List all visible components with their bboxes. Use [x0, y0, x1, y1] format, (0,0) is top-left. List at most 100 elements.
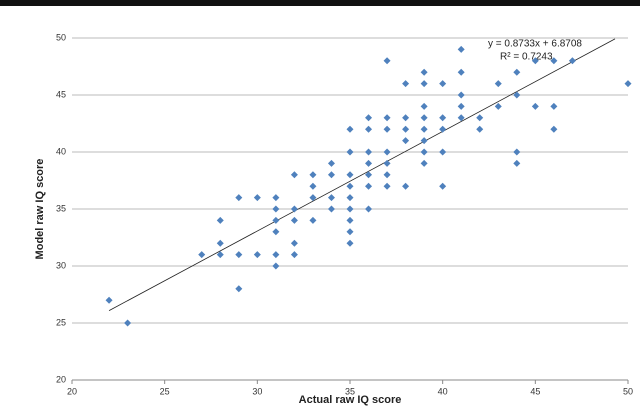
point: [346, 239, 354, 247]
point: [531, 57, 539, 65]
point: [365, 159, 373, 167]
point: [346, 228, 354, 236]
point: [290, 216, 298, 224]
point: [624, 80, 632, 88]
point: [216, 216, 224, 224]
point: [457, 91, 465, 99]
point: [272, 251, 280, 259]
point: [327, 159, 335, 167]
point: [346, 171, 354, 179]
point: [513, 148, 521, 156]
point: [365, 205, 373, 213]
point: [198, 251, 206, 259]
point: [272, 228, 280, 236]
trendline-equation: y = 0.8733x + 6.8708: [488, 39, 582, 50]
point: [420, 148, 428, 156]
point: [365, 182, 373, 190]
point: [402, 80, 410, 88]
point: [272, 262, 280, 270]
y-tick-label: 30: [56, 260, 66, 270]
point: [513, 159, 521, 167]
point: [383, 114, 391, 122]
point: [550, 57, 558, 65]
point: [383, 125, 391, 133]
point: [420, 102, 428, 110]
point: [272, 216, 280, 224]
point: [365, 171, 373, 179]
point: [309, 182, 317, 190]
point: [346, 205, 354, 213]
point: [439, 125, 447, 133]
point: [216, 239, 224, 247]
header-bar: [0, 0, 640, 6]
point: [402, 137, 410, 145]
point: [513, 91, 521, 99]
y-axis-title: Model raw IQ score: [34, 159, 46, 260]
x-tick-label: 35: [345, 386, 355, 396]
point: [550, 102, 558, 110]
point: [439, 148, 447, 156]
x-tick-label: 45: [530, 386, 540, 396]
point: [494, 102, 502, 110]
point: [513, 68, 521, 76]
point: [420, 125, 428, 133]
point: [457, 45, 465, 53]
point: [105, 296, 113, 304]
point: [457, 102, 465, 110]
point: [346, 182, 354, 190]
point: [235, 285, 243, 293]
point: [439, 80, 447, 88]
point: [568, 57, 576, 65]
point: [253, 251, 261, 259]
trendline: [108, 38, 616, 312]
point: [494, 80, 502, 88]
point: [365, 114, 373, 122]
point: [365, 125, 373, 133]
point: [290, 171, 298, 179]
point: [402, 114, 410, 122]
point: [216, 251, 224, 259]
y-tick-label: 35: [56, 203, 66, 213]
point: [327, 194, 335, 202]
point: [290, 239, 298, 247]
point: [272, 205, 280, 213]
y-tick-label: 50: [56, 32, 66, 42]
y-tick-label: 20: [56, 374, 66, 384]
point: [346, 216, 354, 224]
y-tick-label: 25: [56, 317, 66, 327]
point: [531, 102, 539, 110]
r-squared: R² = 0.7243: [500, 52, 553, 63]
point: [383, 159, 391, 167]
point: [420, 137, 428, 145]
x-tick-label: 25: [160, 386, 170, 396]
y-tick-label: 40: [56, 146, 66, 156]
point: [346, 125, 354, 133]
point: [439, 114, 447, 122]
point: [550, 125, 558, 133]
point: [309, 216, 317, 224]
point: [383, 57, 391, 65]
point: [253, 194, 261, 202]
point: [383, 171, 391, 179]
point: [235, 251, 243, 259]
x-axis-title: Actual raw IQ score: [299, 394, 402, 406]
point: [124, 319, 132, 327]
point: [457, 114, 465, 122]
point: [402, 125, 410, 133]
x-tick-label: 40: [438, 386, 448, 396]
point: [290, 251, 298, 259]
x-tick-label: 50: [623, 386, 633, 396]
point: [346, 148, 354, 156]
x-tick-label: 30: [252, 386, 262, 396]
point: [365, 148, 373, 156]
point: [309, 194, 317, 202]
point: [272, 194, 280, 202]
point: [420, 114, 428, 122]
point: [235, 194, 243, 202]
point: [327, 205, 335, 213]
point: [457, 68, 465, 76]
x-tick-label: 20: [67, 386, 77, 396]
point: [476, 125, 484, 133]
point: [383, 148, 391, 156]
